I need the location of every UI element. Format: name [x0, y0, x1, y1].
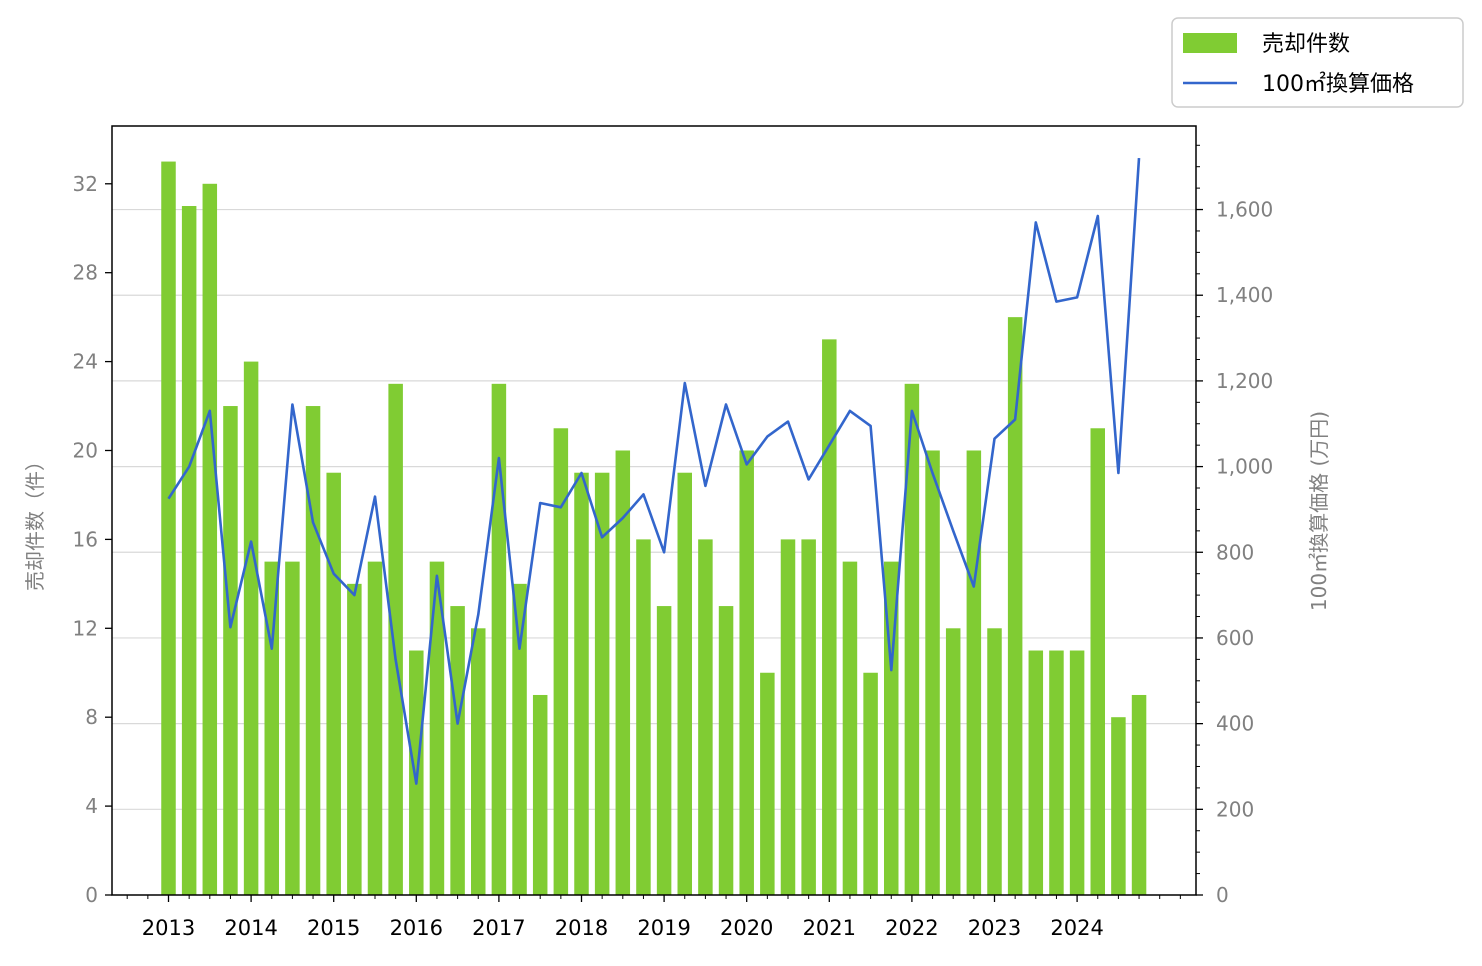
bar — [718, 606, 734, 895]
plot-frame — [111, 125, 1197, 896]
bar — [698, 539, 713, 895]
bar — [842, 561, 858, 895]
bar — [925, 450, 940, 895]
right-tick-label: 1,000 — [1216, 455, 1273, 479]
bar — [1090, 428, 1105, 895]
bar — [367, 561, 383, 895]
bar — [904, 383, 920, 895]
x-tick-label: 2017 — [472, 916, 525, 940]
x-tick-label: 2013 — [142, 916, 195, 940]
bar — [739, 450, 754, 895]
bar — [1111, 717, 1126, 895]
bar — [966, 450, 982, 895]
x-axis: 2013 2014 2015 2016 2017 2018 2019 2020 2021 2022… — [126, 895, 1181, 940]
x-tick-label: 2014 — [224, 916, 277, 940]
bar — [574, 472, 589, 895]
x-tick-label: 2019 — [637, 916, 690, 940]
legend: 売却件数 100㎡換算価格 — [1171, 17, 1464, 108]
right-axis-title: 100㎡換算価格 (万円) — [1307, 411, 1331, 611]
bar — [161, 161, 176, 896]
bar — [945, 628, 961, 895]
left-tick-label: 0 — [85, 883, 98, 907]
bar — [863, 672, 878, 895]
x-tick-label: 2022 — [885, 916, 938, 940]
left-tick-label: 4 — [85, 794, 98, 818]
bar — [1069, 650, 1085, 895]
right-tick-label: 1,400 — [1216, 283, 1273, 307]
bar — [388, 383, 403, 895]
right-tick-label: 800 — [1216, 540, 1254, 564]
left-tick-label: 12 — [73, 616, 98, 640]
bar — [202, 183, 218, 895]
left-tick-label: 28 — [73, 261, 98, 285]
bar — [780, 539, 796, 895]
right-tick-label: 200 — [1216, 797, 1254, 821]
bar — [264, 561, 279, 895]
bar — [326, 472, 341, 895]
bar — [677, 472, 692, 895]
bar — [656, 606, 672, 895]
left-tick-label: 8 — [85, 705, 98, 729]
bar — [285, 561, 300, 895]
bar — [347, 583, 362, 895]
bar — [243, 361, 259, 895]
legend-line-label: 100㎡換算価格 — [1262, 71, 1414, 97]
bar — [760, 672, 775, 895]
left-axis: 0 4 8 12 16 20 24 28 32 — [73, 172, 112, 907]
right-tick-label: 1,200 — [1216, 369, 1273, 393]
bar — [471, 628, 486, 895]
bar — [822, 339, 837, 896]
legend-bar-swatch — [1183, 33, 1237, 53]
left-tick-label: 20 — [73, 438, 98, 462]
bar — [305, 406, 321, 895]
x-tick-label: 2015 — [307, 916, 360, 940]
bar-series — [161, 161, 1147, 896]
bar — [223, 406, 238, 895]
bar — [512, 583, 527, 895]
bar — [615, 450, 631, 895]
legend-bar-label: 売却件数 — [1262, 32, 1350, 57]
right-tick-label: 600 — [1216, 626, 1254, 650]
right-tick-label: 0 — [1216, 883, 1229, 907]
right-axis: 0 200 400 600 800 1,000 1,200 1,400 1,600 — [1196, 144, 1273, 907]
x-tick-label: 2016 — [390, 916, 443, 940]
bar — [553, 428, 569, 895]
bar — [1049, 650, 1064, 895]
bar — [491, 383, 507, 895]
bar — [1028, 650, 1044, 895]
bar — [1007, 317, 1023, 895]
price-line — [167, 158, 1141, 785]
bar — [429, 561, 445, 895]
x-tick-label: 2023 — [968, 916, 1021, 940]
x-tick-label: 2018 — [555, 916, 608, 940]
bar — [594, 472, 610, 895]
right-tick-label: 400 — [1216, 712, 1254, 736]
bar — [884, 561, 899, 895]
bar — [532, 694, 548, 895]
bar — [1131, 694, 1147, 895]
bar — [181, 206, 197, 895]
left-tick-label: 16 — [73, 527, 98, 551]
x-tick-label: 2021 — [803, 916, 856, 940]
bar — [450, 606, 465, 895]
left-axis-title: 売却件数（件） — [23, 451, 47, 591]
legend-frame — [1171, 17, 1464, 108]
x-tick-label: 2020 — [720, 916, 773, 940]
left-tick-label: 32 — [73, 172, 98, 196]
bar — [801, 539, 816, 895]
left-tick-label: 24 — [73, 350, 98, 374]
bar — [636, 539, 651, 895]
x-tick-label: 2024 — [1050, 916, 1103, 940]
right-tick-label: 1,600 — [1216, 198, 1273, 222]
bar — [987, 628, 1002, 895]
